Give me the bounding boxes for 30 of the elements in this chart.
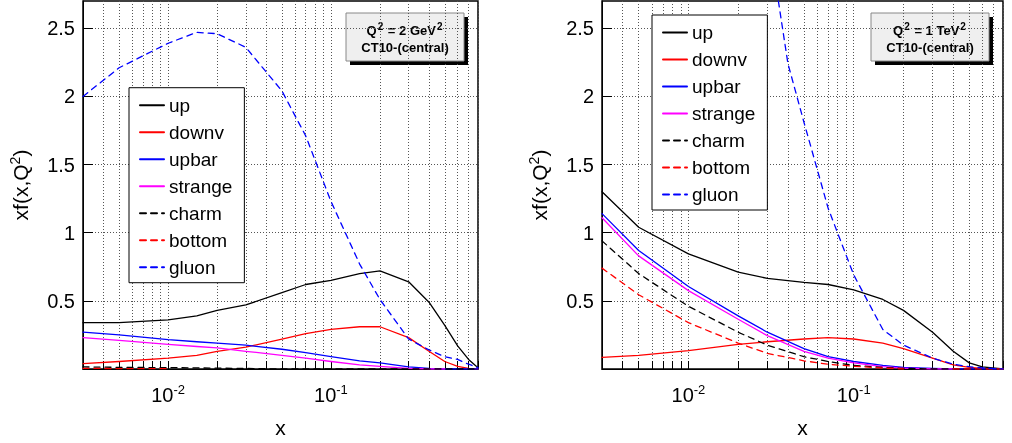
annotation: CT10-(central)	[361, 39, 449, 55]
legend-label: strange	[169, 175, 233, 197]
y-tick-label: 2.5	[566, 17, 594, 40]
annotation: CT10-(central)	[886, 39, 974, 55]
y-tick-label: 2	[63, 85, 75, 108]
y-tick-label: 1.5	[47, 153, 75, 176]
legend-label: downv	[692, 49, 748, 70]
legend-label: bottom	[169, 229, 228, 251]
legend-label: gluon	[692, 184, 739, 205]
legend-label: charm	[169, 202, 222, 224]
legend-label: downv	[169, 121, 225, 143]
y-tick-label: 0.5	[47, 289, 75, 312]
y-tick-label: 2.5	[47, 17, 75, 40]
legend-label: upbar	[169, 148, 219, 170]
legend-label: bottom	[692, 157, 751, 178]
x-axis-title: x	[797, 416, 809, 439]
y-tick-label: 2	[582, 85, 594, 108]
legend-label: gluon	[169, 256, 216, 278]
legend-label: up	[692, 22, 714, 43]
legend-label: up	[169, 94, 191, 116]
y-tick-label: 1.5	[566, 153, 594, 176]
y-axis-title: xf(x,Q2)	[526, 149, 551, 221]
legend-label: upbar	[692, 76, 742, 97]
legend-label: strange	[692, 103, 756, 124]
y-tick-label: 1	[63, 221, 75, 244]
x-axis-title: x	[275, 416, 287, 439]
legend-label: charm	[692, 130, 745, 151]
y-tick-label: 0.5	[566, 289, 594, 312]
y-tick-label: 1	[582, 221, 594, 244]
y-axis-title: xf(x,Q2)	[7, 149, 32, 221]
